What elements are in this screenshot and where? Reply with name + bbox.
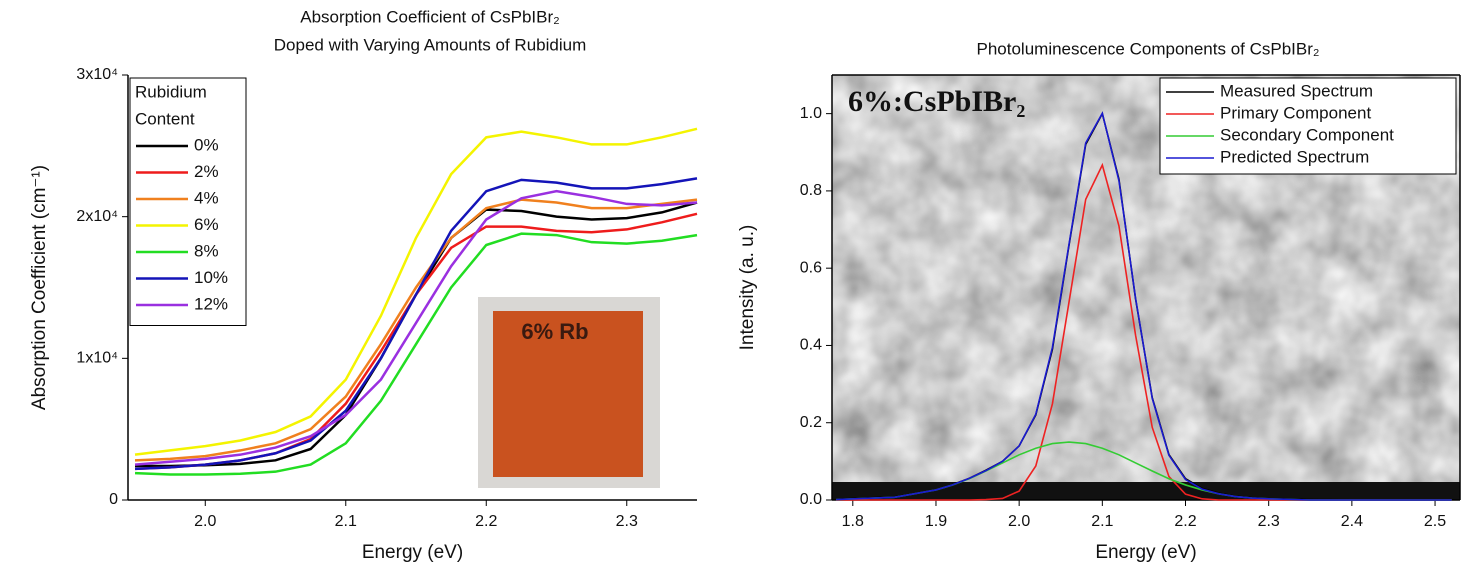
x-tick-label: 2.1 (1091, 513, 1113, 530)
data-line (134, 198, 698, 462)
x-tick-label: 2.3 (616, 513, 638, 530)
data-line (134, 189, 698, 466)
sample-film (493, 311, 643, 477)
x-tick-label: 2.4 (1341, 513, 1363, 530)
x-axis-label: Energy (eV) (1095, 542, 1196, 563)
x-tick-label: 2.3 (1258, 513, 1280, 530)
legend-box (129, 77, 247, 326)
legend-entry: Predicted Spectrum (1220, 147, 1369, 166)
y-tick-label: 0.0 (800, 491, 822, 508)
data-line (134, 232, 698, 476)
legend-entry: 10% (194, 268, 228, 287)
legend-entry: 6% (194, 215, 219, 234)
x-tick-label: 2.2 (475, 513, 497, 530)
chart-title: Photoluminescence Components of CsPbIBr₂ (977, 39, 1320, 58)
legend-title: Content (135, 109, 195, 128)
annotation: 6%:CsPbIBr₂ (848, 85, 1025, 118)
y-tick-label: 0.8 (800, 182, 822, 199)
legend-entry: Measured Spectrum (1220, 81, 1373, 100)
data-line (134, 127, 698, 456)
y-axis-label: Absorption Coefficient (cm⁻¹) (29, 165, 50, 410)
x-tick-label: 2.0 (194, 513, 216, 530)
legend-title: Rubidium (135, 82, 207, 101)
chart-subtitle: Doped with Varying Amounts of Rubidium (274, 35, 586, 54)
legend-entry: 8% (194, 241, 219, 260)
inset-label: 6% Rb (521, 319, 588, 344)
legend-entry: 0% (194, 135, 219, 154)
x-tick-label: 2.2 (1174, 513, 1196, 530)
legend-entry: 2% (194, 162, 219, 181)
x-axis-label: Energy (eV) (362, 542, 463, 563)
x-tick-label: 1.8 (842, 513, 864, 530)
x-tick-label: 2.1 (335, 513, 357, 530)
y-tick-label: 2x10⁴ (76, 208, 118, 225)
y-tick-label: 0.2 (800, 414, 822, 431)
legend-entry: Primary Component (1220, 103, 1371, 122)
x-tick-label: 2.5 (1424, 513, 1446, 530)
data-line (134, 177, 698, 471)
chart-title: Absorption Coefficient of CsPbIBr₂ (300, 7, 560, 26)
sem-info-bar (832, 482, 1460, 500)
legend-entry: 4% (194, 188, 219, 207)
x-tick-label: 1.9 (925, 513, 947, 530)
y-tick-label: 3x10⁴ (76, 66, 118, 83)
legend-entry: 12% (194, 294, 228, 313)
y-tick-label: 0.6 (800, 259, 822, 276)
legend-entry: Secondary Component (1220, 125, 1394, 144)
y-tick-label: 0 (109, 491, 118, 508)
y-tick-label: 0.4 (800, 337, 822, 354)
y-tick-label: 1x10⁴ (76, 350, 118, 367)
y-axis-label: Intensity (a. u.) (737, 225, 758, 351)
data-line (836, 162, 1452, 501)
x-tick-label: 2.0 (1008, 513, 1030, 530)
y-tick-label: 1.0 (800, 105, 822, 122)
data-line (836, 111, 1452, 501)
